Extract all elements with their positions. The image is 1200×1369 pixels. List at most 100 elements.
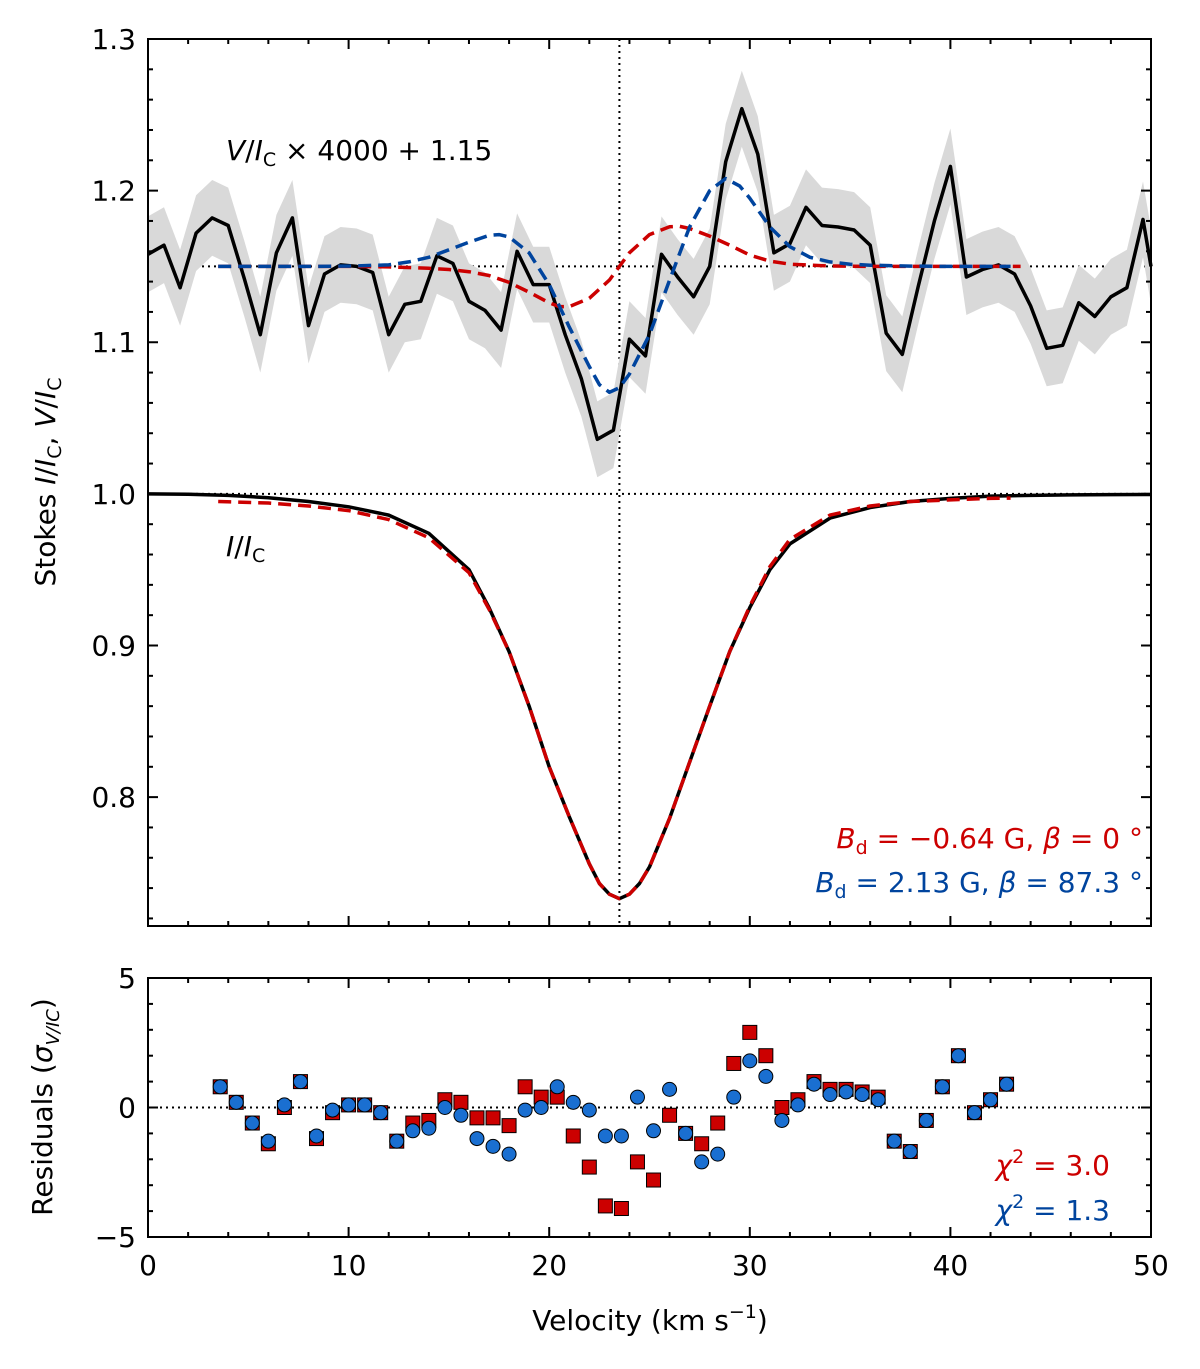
residuals-y-axis-title: Residuals (σV/IC) <box>26 998 64 1216</box>
x-tick-label: 30 <box>732 1249 768 1282</box>
residual-point-blue <box>902 1144 918 1160</box>
fit-label-red: Bd = −0.64 G, β = 0 ° <box>836 822 1143 859</box>
residual-point-blue <box>662 1081 678 1097</box>
residual-point-red <box>726 1055 742 1071</box>
residual-series <box>212 1024 1015 1217</box>
residual-point-blue <box>694 1154 710 1170</box>
x-tick-label: 50 <box>1133 1249 1169 1282</box>
stokes-i-label: I/IC <box>226 530 265 567</box>
residual-point-blue <box>276 1097 292 1113</box>
residual-point-blue <box>918 1112 934 1128</box>
x-axis-title: Velocity (km s−1) <box>532 1301 768 1337</box>
residual-point-blue <box>806 1076 822 1092</box>
residual-point-red <box>501 1118 517 1134</box>
stokes-y-axis-title: Stokes I/IC, V/IC <box>29 377 66 586</box>
residual-point-red <box>742 1024 758 1040</box>
residual-point-blue <box>533 1100 549 1115</box>
residual-point-blue <box>758 1068 774 1084</box>
residual-point-red <box>710 1115 726 1131</box>
residual-point-red <box>629 1154 645 1170</box>
x-tick-label: 10 <box>331 1249 367 1282</box>
residual-point-red <box>613 1201 629 1217</box>
residual-point-blue <box>597 1128 613 1144</box>
x-tick-label: 0 <box>139 1249 157 1282</box>
residual-point-red <box>774 1100 790 1115</box>
residual-point-blue <box>437 1100 453 1115</box>
residual-y-tick-label: −5 <box>95 1221 136 1254</box>
residual-point-blue <box>357 1097 373 1113</box>
chi2-label-red: χ2 = 3.0 <box>994 1146 1110 1182</box>
residual-point-blue <box>260 1133 276 1149</box>
residual-point-red <box>694 1136 710 1152</box>
residual-point-blue <box>966 1105 982 1121</box>
residual-point-blue <box>774 1112 790 1128</box>
residual-point-blue <box>822 1087 838 1103</box>
residual-point-blue <box>742 1053 758 1069</box>
residual-point-blue <box>517 1102 533 1118</box>
residual-point-blue <box>613 1128 629 1144</box>
residual-point-blue <box>325 1102 341 1118</box>
residual-point-red <box>581 1159 597 1175</box>
residual-point-blue <box>870 1092 886 1108</box>
reference-lines <box>148 39 1151 926</box>
stokes-series <box>147 70 1153 901</box>
residual-point-blue <box>629 1089 645 1105</box>
stokes-y-tick-label: 0.8 <box>91 781 136 814</box>
residual-point-blue <box>405 1123 421 1139</box>
residual-point-blue <box>581 1102 597 1118</box>
stokes-v-uncertainty-band <box>148 70 1151 478</box>
residual-point-blue <box>469 1131 485 1147</box>
residual-point-red <box>646 1172 662 1188</box>
stokes-v-fit-red-line <box>218 224 1021 309</box>
stokes-y-tick-label: 0.9 <box>91 629 136 662</box>
x-tick-label: 40 <box>933 1249 969 1282</box>
residual-point-blue <box>565 1094 581 1110</box>
stokes-panel: 0.8 0.9 1.0 1.1 1.2 1.3 V/IC × 4000 + 1.15 I/… <box>29 23 1153 927</box>
residual-point-blue <box>854 1087 870 1103</box>
residual-point-blue <box>838 1084 854 1100</box>
stokes-v-label: V/IC × 4000 + 1.15 <box>226 134 492 171</box>
stokes-y-tick-label: 1.2 <box>91 175 136 208</box>
residual-point-blue <box>886 1133 902 1149</box>
residual-point-blue <box>309 1128 325 1144</box>
residual-y-tick-label: 5 <box>118 962 136 995</box>
stokes-y-tick-label: 1.0 <box>91 478 136 511</box>
residual-point-blue <box>549 1079 565 1095</box>
residual-point-blue <box>501 1146 517 1162</box>
residual-point-blue <box>373 1105 389 1121</box>
residual-point-blue <box>389 1133 405 1149</box>
stokes-panel-frame <box>147 38 1152 927</box>
residual-point-blue <box>421 1120 437 1136</box>
residual-point-blue <box>341 1097 357 1113</box>
stokes-y-tick-label: 1.3 <box>91 23 136 56</box>
residual-point-red <box>453 1094 469 1110</box>
residual-point-blue <box>678 1125 694 1141</box>
residual-point-red <box>758 1048 774 1064</box>
residual-point-blue <box>726 1089 742 1105</box>
chi2-label-blue: χ2 = 1.3 <box>994 1191 1110 1227</box>
residual-point-blue <box>228 1094 244 1110</box>
x-tick-label: 20 <box>531 1249 567 1282</box>
residual-point-blue <box>710 1146 726 1162</box>
residual-point-blue <box>212 1079 228 1095</box>
residual-point-blue <box>485 1138 501 1154</box>
residual-point-blue <box>999 1076 1015 1092</box>
residual-point-blue <box>950 1048 966 1064</box>
residuals-panel-frame <box>147 977 1152 1238</box>
stokes-v-fit-blue-line <box>218 176 1011 395</box>
residual-point-blue <box>983 1092 999 1108</box>
residual-point-blue <box>646 1123 662 1139</box>
residual-point-blue <box>292 1074 308 1090</box>
residual-point-red <box>469 1110 485 1126</box>
residual-point-blue <box>244 1115 260 1131</box>
stokes-i-fit-line <box>218 496 1011 901</box>
residual-point-red <box>517 1079 533 1095</box>
residual-point-blue <box>790 1097 806 1113</box>
fit-label-blue: Bd = 2.13 G, β = 87.3 ° <box>815 866 1143 903</box>
residual-point-blue <box>453 1107 469 1123</box>
residual-point-red <box>565 1128 581 1144</box>
residual-y-tick-label: 0 <box>118 1092 136 1125</box>
residual-point-red <box>597 1198 613 1214</box>
residual-point-red <box>662 1107 678 1123</box>
